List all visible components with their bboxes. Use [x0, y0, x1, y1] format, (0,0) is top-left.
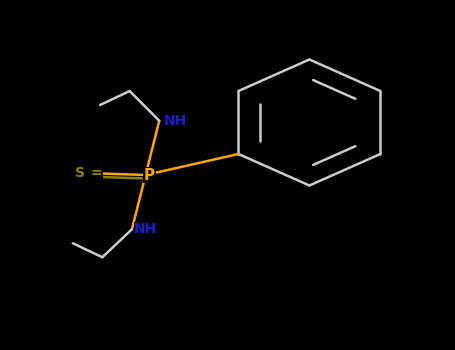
Text: NH: NH [164, 114, 187, 128]
Text: S: S [75, 166, 85, 180]
Text: NH: NH [134, 222, 157, 236]
Text: P: P [144, 168, 155, 182]
Text: =: = [91, 166, 103, 180]
